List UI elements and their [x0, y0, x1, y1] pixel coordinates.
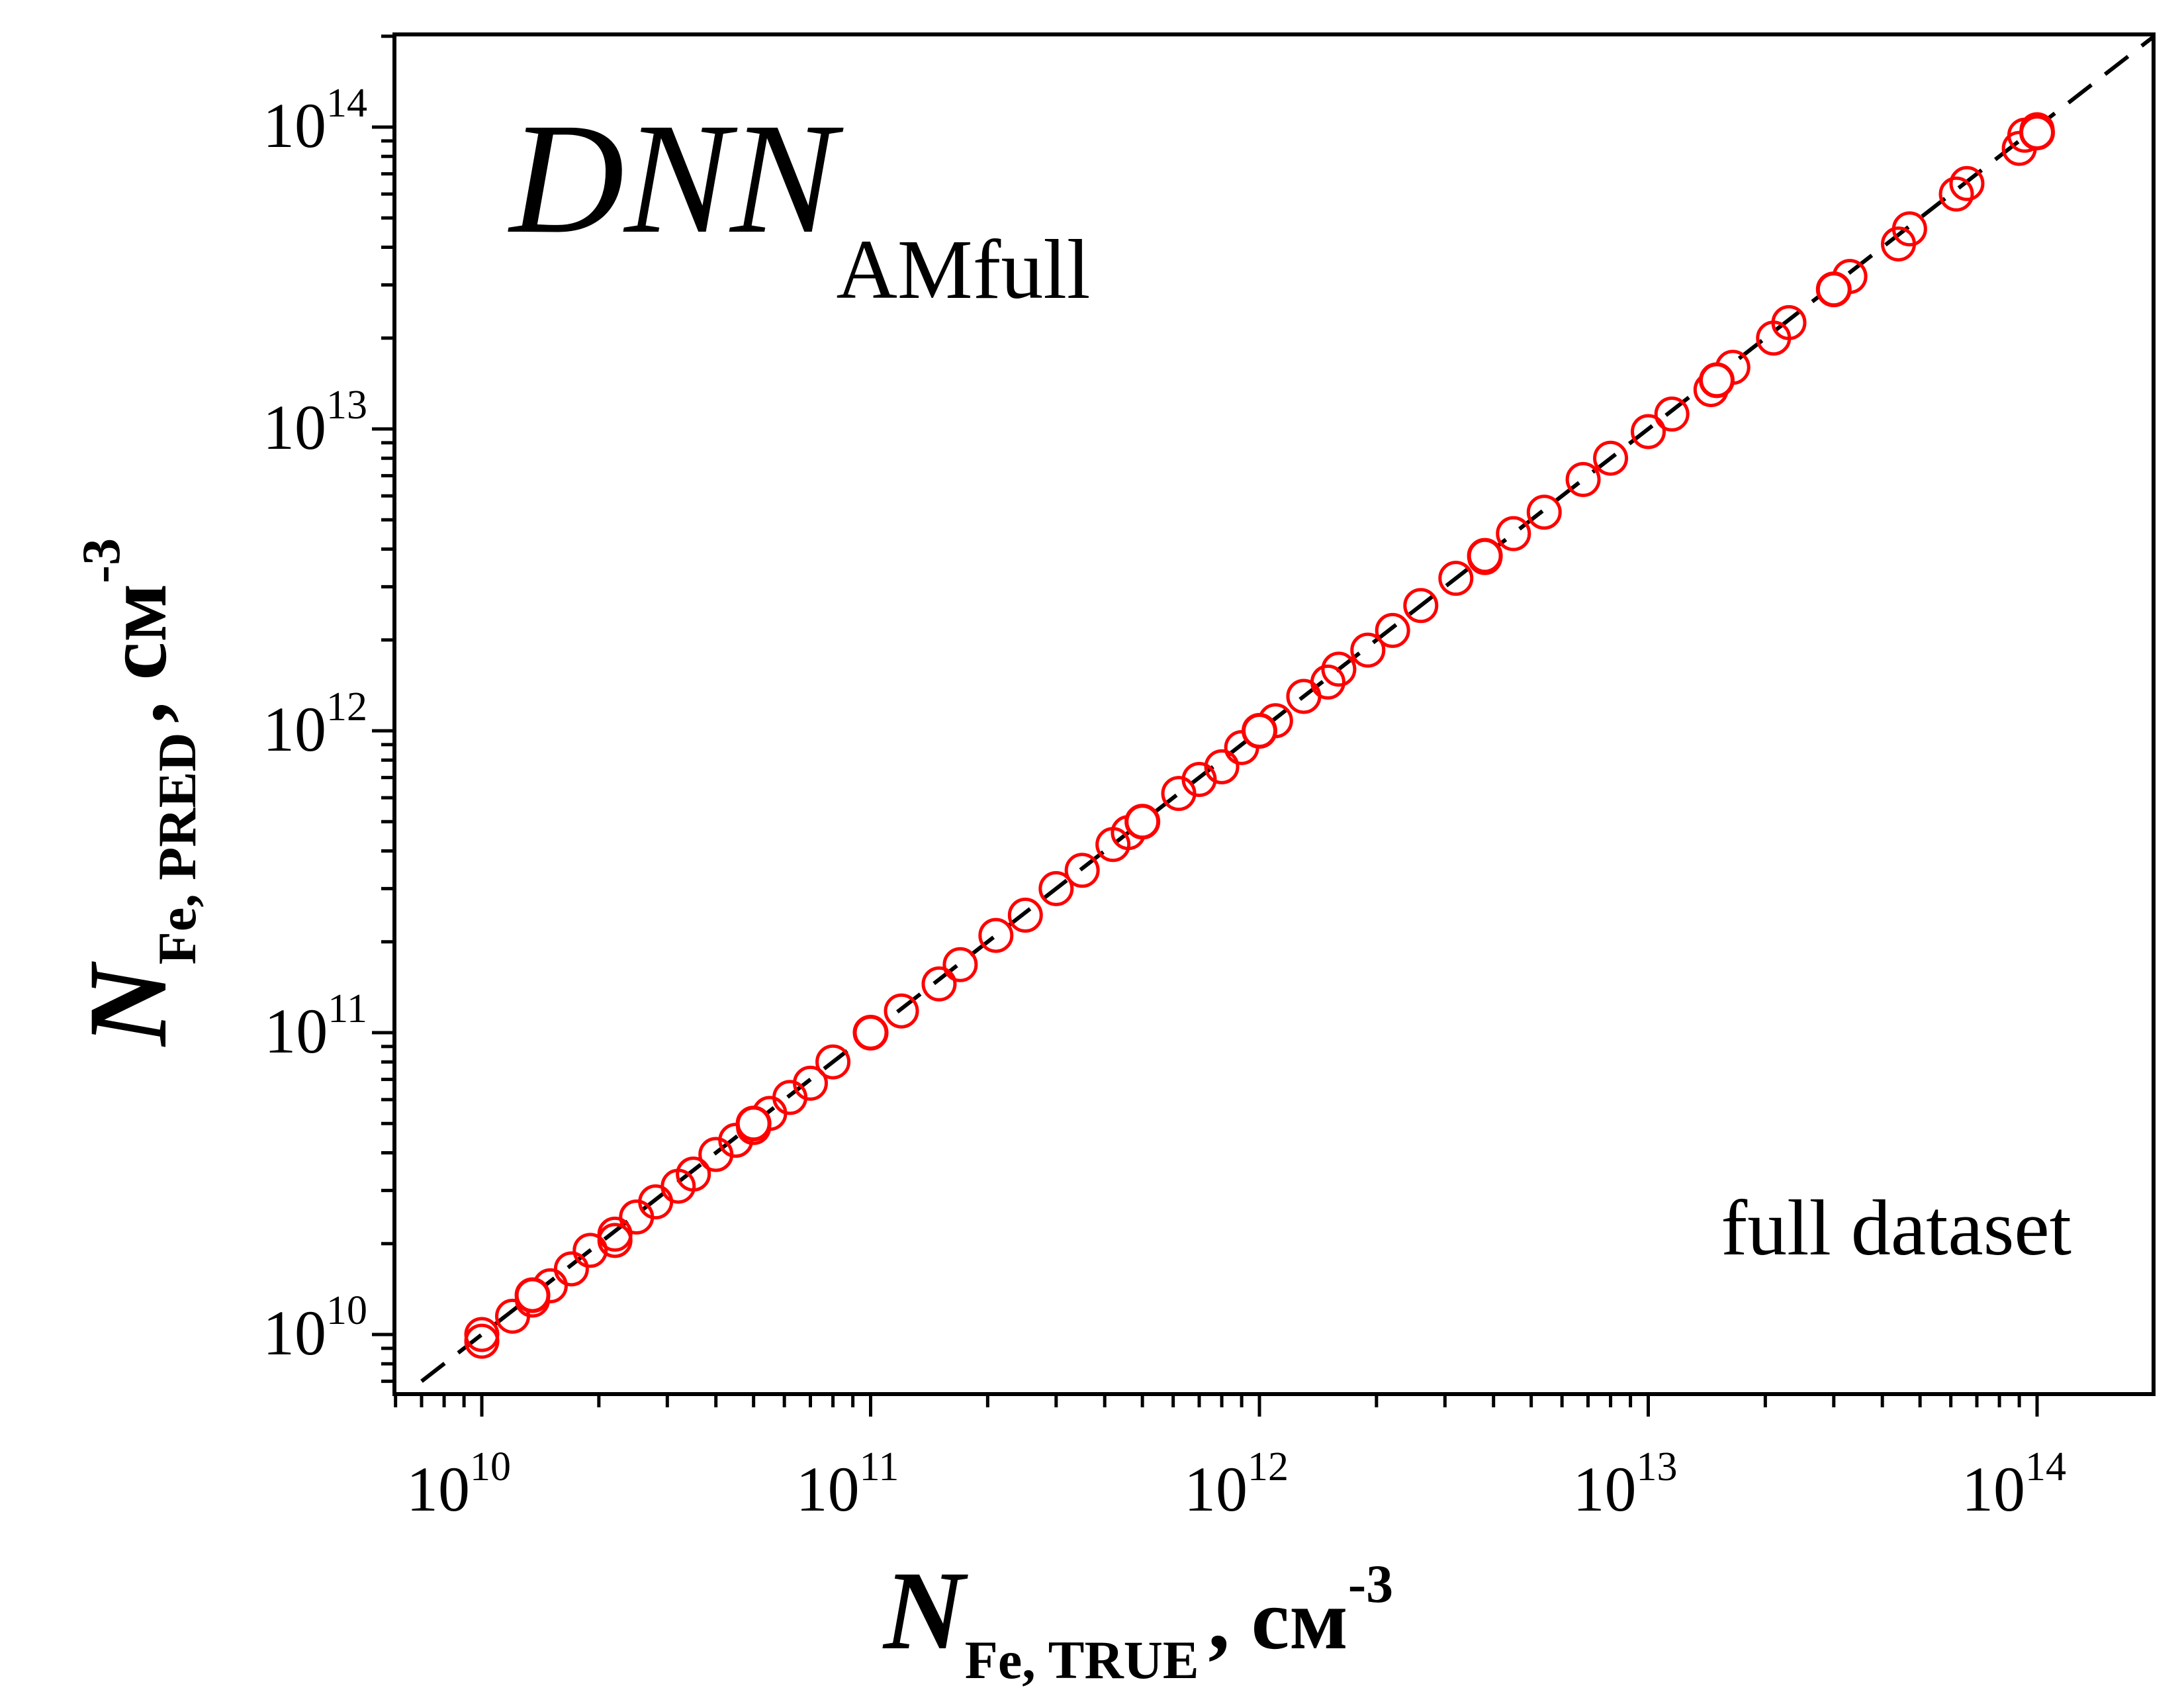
data-point: [1438, 561, 1474, 596]
data-point: [884, 993, 919, 1029]
data-point-highlight: [1467, 538, 1503, 574]
x-tick-label-base: 10: [1962, 1454, 2025, 1524]
y-tick-label-base: 10: [263, 90, 326, 161]
model-annotation-sub: AMfull: [836, 222, 1090, 316]
data-point: [572, 1233, 608, 1268]
x-axis-title-unit-exp: -3: [1348, 1554, 1393, 1614]
data-point-highlight: [1815, 271, 1852, 308]
data-point: [676, 1156, 711, 1192]
y-axis-title-sub: Fe, PRED: [147, 733, 207, 965]
x-axis-title: NFe, TRUE, см-3: [882, 1548, 1393, 1688]
y-tick-label: 1012: [263, 684, 367, 765]
data-point: [1496, 516, 1531, 551]
x-tick-label-base: 10: [406, 1454, 470, 1524]
y-tick-label: 1013: [263, 383, 367, 463]
data-point-highlight: [1242, 713, 1277, 749]
data-point: [1403, 588, 1439, 624]
x-tick-label: 1014: [1962, 1444, 2066, 1524]
data-point: [597, 1223, 633, 1258]
x-tick-label-exp: 10: [470, 1444, 511, 1489]
data-point: [1064, 853, 1100, 888]
data-point: [1375, 612, 1410, 648]
data-point: [1038, 870, 1074, 906]
y-tick-label-exp: 10: [326, 1288, 367, 1333]
y-tick-label-base: 10: [263, 392, 326, 463]
y-tick-label-exp: 13: [326, 383, 367, 428]
dataset-annotation: full dataset: [1721, 1184, 2071, 1272]
x-tick-label: 1010: [406, 1444, 511, 1524]
data-point-highlight: [1698, 362, 1735, 399]
x-tick-label-exp: 13: [1637, 1444, 1678, 1489]
y-axis-title-unit-exp: -3: [71, 538, 131, 583]
y-tick-label-exp: 12: [326, 684, 367, 729]
y-tick-label-exp: 11: [328, 986, 367, 1031]
data-point: [1891, 211, 1927, 247]
data-point: [978, 917, 1014, 953]
x-tick-label: 1013: [1573, 1444, 1678, 1524]
data-point: [1631, 414, 1666, 449]
data-point: [464, 1323, 500, 1359]
model-annotation: DNNAMfull: [508, 90, 1090, 316]
data-point: [1310, 664, 1345, 700]
data-point: [1007, 898, 1043, 933]
x-tick-label: 1012: [1184, 1444, 1289, 1524]
y-tick-label: 1010: [263, 1288, 367, 1368]
y-tick-label: 1014: [263, 81, 367, 161]
y-tick-label: 1011: [264, 986, 367, 1066]
x-tick-label: 1011: [796, 1444, 899, 1524]
reference-line: [420, 34, 2156, 1383]
y-axis-title: NFe, PRED , см-3: [66, 538, 207, 1047]
data-point-highlight: [1124, 804, 1161, 840]
x-axis-title-sub: Fe, TRUE: [965, 1630, 1199, 1688]
data-point-highlight: [2019, 115, 2055, 151]
data-point: [1526, 494, 1562, 530]
points-layer: [464, 112, 2055, 1359]
x-tick-label-base: 10: [1184, 1454, 1248, 1524]
data-point-highlight: [852, 1015, 889, 1051]
data-point: [1938, 176, 1974, 212]
data-point-highlight: [735, 1105, 772, 1142]
x-tick-label-exp: 11: [860, 1444, 899, 1489]
data-point: [1565, 461, 1601, 497]
x-tick-label-base: 10: [1573, 1454, 1637, 1524]
x-axis-title-unit: , см: [1208, 1572, 1348, 1667]
model-annotation-main: DNN: [508, 90, 844, 266]
data-point: [1654, 397, 1690, 432]
data-point: [1949, 165, 1985, 201]
data-point: [1204, 749, 1240, 784]
data-point: [1771, 305, 1807, 340]
y-axis-title-unit: , см: [89, 583, 185, 723]
y-tick-label-base: 10: [264, 996, 328, 1066]
data-point: [942, 947, 978, 982]
data-point: [1593, 440, 1629, 476]
data-point: [792, 1065, 828, 1101]
data-point: [1350, 632, 1386, 668]
data-point: [921, 966, 957, 1002]
data-point-highlight: [514, 1277, 551, 1313]
y-tick-label-base: 10: [263, 1297, 326, 1368]
x-tick-label-exp: 14: [2025, 1444, 2066, 1489]
x-tick-label-base: 10: [796, 1454, 860, 1524]
data-point: [815, 1044, 851, 1080]
x-axis-title-main: N: [882, 1548, 968, 1673]
y-tick-label-base: 10: [263, 694, 326, 765]
plot-area: [392, 32, 2156, 1396]
data-point: [553, 1251, 589, 1287]
x-tick-label-exp: 12: [1248, 1444, 1289, 1489]
y-tick-label-exp: 14: [326, 81, 367, 126]
plot-frame: [392, 32, 2156, 1396]
y-axis-title-main: N: [66, 961, 190, 1047]
data-point: [1321, 651, 1357, 687]
